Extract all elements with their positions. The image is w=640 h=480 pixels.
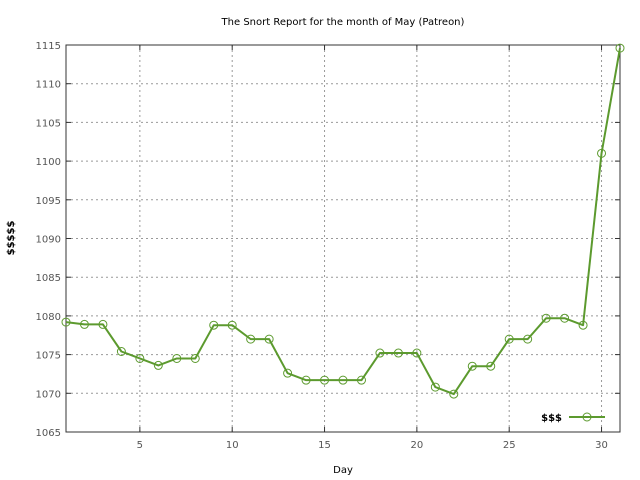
y-tick-label: 1115: [36, 41, 61, 52]
data-point: [338, 375, 348, 385]
data-point: [172, 353, 182, 363]
data-point: [449, 389, 459, 399]
data-point: [597, 148, 607, 158]
data-point: [320, 375, 330, 385]
y-tick-label: 1090: [36, 235, 61, 246]
data-point: [541, 313, 551, 323]
data-point: [393, 348, 403, 358]
chart-title: The Snort Report for the month of May (P…: [221, 17, 465, 28]
y-tick-label: 1070: [36, 389, 61, 400]
data-point: [116, 347, 126, 357]
data-point: [153, 360, 163, 370]
series-layer: [61, 43, 625, 399]
x-tick-label: 20: [410, 440, 423, 451]
data-point: [504, 334, 514, 344]
data-point: [209, 320, 219, 330]
x-tick-label: 5: [137, 440, 143, 451]
data-point: [375, 348, 385, 358]
y-tick-label: 1105: [36, 118, 61, 129]
legend: $$$: [541, 412, 605, 424]
data-point: [467, 361, 477, 371]
x-axis: 5 10 15 20 25 30: [137, 45, 608, 451]
data-point: [301, 375, 311, 385]
data-point: [412, 348, 422, 358]
legend-label: $$$: [541, 413, 562, 424]
y-axis-label: $$$$$: [6, 221, 17, 256]
y-tick-label: 1085: [36, 273, 61, 284]
y-tick-label: 1110: [36, 80, 61, 91]
data-point: [246, 334, 256, 344]
data-point: [61, 317, 71, 327]
data-point: [283, 368, 293, 378]
data-point: [615, 43, 625, 53]
data-point: [98, 319, 108, 329]
y-tick-label: 1075: [36, 351, 61, 362]
x-tick-label: 10: [226, 440, 239, 451]
data-point: [560, 313, 570, 323]
x-tick-label: 30: [595, 440, 608, 451]
series-line: [65, 47, 621, 396]
y-tick-label: 1095: [36, 196, 61, 207]
x-tick-label: 15: [318, 440, 331, 451]
grid: [66, 44, 620, 433]
data-point: [356, 375, 366, 385]
data-point: [578, 320, 588, 330]
data-point: [430, 382, 440, 392]
data-point: [486, 361, 496, 371]
legend-marker: [582, 412, 592, 422]
data-point: [79, 319, 89, 329]
y-tick-label: 1065: [36, 428, 61, 439]
data-point: [135, 353, 145, 363]
x-axis-label: Day: [333, 465, 353, 476]
data-point: [227, 320, 237, 330]
data-point: [264, 334, 274, 344]
data-point: [190, 353, 200, 363]
y-tick-label: 1080: [36, 312, 61, 323]
data-point: [523, 334, 533, 344]
y-tick-label: 1100: [36, 157, 61, 168]
x-tick-label: 25: [503, 440, 516, 451]
y-axis: 1065 1070 1075 1080 1085 1090 1095 1100 1105 1110…: [36, 41, 620, 439]
